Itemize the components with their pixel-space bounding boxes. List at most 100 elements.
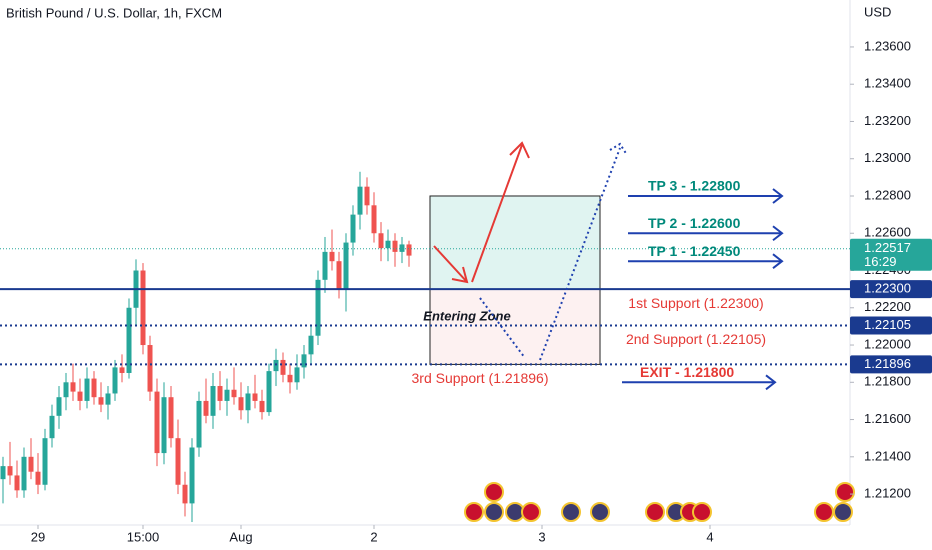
y-tick-label: 1.21600 bbox=[864, 411, 911, 426]
x-tick-label: 4 bbox=[706, 529, 713, 544]
candle-body bbox=[175, 438, 181, 485]
candle-body bbox=[140, 270, 146, 346]
y-tick-label: 1.22200 bbox=[864, 299, 911, 314]
candle-body bbox=[56, 397, 62, 416]
candle-body bbox=[385, 240, 391, 249]
candle-body bbox=[91, 378, 97, 398]
target-arrow-head bbox=[765, 374, 777, 391]
candle-body bbox=[392, 240, 398, 252]
y-tick-label: 1.23600 bbox=[864, 38, 911, 53]
y-tick-label: 1.22800 bbox=[864, 187, 911, 202]
candle-body bbox=[168, 397, 174, 439]
event-icon bbox=[692, 502, 712, 522]
candle-body bbox=[378, 233, 384, 249]
annotations: Entering Zone TP 3 - 1.22800 TP 2 - 1.2260… bbox=[412, 178, 784, 391]
candle-body bbox=[119, 367, 125, 373]
candle-body bbox=[35, 471, 41, 485]
target-arrow-head bbox=[772, 225, 784, 242]
candle-body bbox=[126, 307, 132, 373]
target-label: EXIT - 1.21800 bbox=[640, 364, 734, 380]
candle-body bbox=[238, 397, 244, 411]
candle-body bbox=[14, 475, 20, 491]
y-tick-label: 1.22000 bbox=[864, 336, 911, 351]
candle-body bbox=[245, 393, 251, 411]
candle-body bbox=[287, 374, 293, 383]
x-tick-label: 2 bbox=[370, 529, 377, 544]
price-badge bbox=[850, 316, 932, 335]
candle-body bbox=[224, 389, 230, 401]
red-arrow-head bbox=[509, 141, 530, 159]
red-arrow-down bbox=[433, 245, 468, 283]
zone bbox=[429, 288, 601, 365]
candle-body bbox=[315, 279, 321, 336]
candle-body bbox=[364, 186, 370, 206]
event-icons bbox=[464, 482, 855, 522]
y-tick-label: 1.23200 bbox=[864, 113, 911, 128]
zone bbox=[429, 195, 601, 290]
candle-body bbox=[49, 415, 55, 439]
event-icon bbox=[590, 502, 610, 522]
candle-body bbox=[196, 400, 202, 448]
event-icon bbox=[521, 502, 541, 522]
zones bbox=[429, 195, 601, 365]
x-tick-label: 29 bbox=[31, 529, 45, 544]
candle-body bbox=[42, 438, 48, 485]
target-arrow-head bbox=[772, 188, 784, 204]
event-icon bbox=[645, 502, 665, 522]
blue-dotted-head bbox=[609, 142, 628, 156]
candle-body bbox=[308, 335, 314, 355]
zone-label: Entering Zone bbox=[423, 309, 510, 324]
price-badge-label: 1.21896 bbox=[864, 356, 911, 371]
event-icon bbox=[833, 502, 853, 522]
candle-body bbox=[266, 371, 272, 413]
y-tick-label: 1.22600 bbox=[864, 225, 911, 240]
y-tick-label: 1.21200 bbox=[864, 486, 911, 501]
event-icon bbox=[464, 502, 484, 522]
candle-body bbox=[105, 393, 111, 405]
candle-body bbox=[301, 354, 307, 368]
chart-title: British Pound / U.S. Dollar, 1h, FXCM bbox=[6, 5, 222, 20]
target-label: TP 1 - 1.22450 bbox=[648, 243, 741, 259]
event-icon bbox=[484, 502, 504, 522]
target-label: TP 2 - 1.22600 bbox=[648, 215, 741, 231]
x-tick-label: 15:00 bbox=[127, 529, 160, 544]
y-axis-label: USD bbox=[864, 4, 891, 19]
target-label: TP 3 - 1.22800 bbox=[648, 178, 741, 194]
candles bbox=[0, 171, 412, 523]
candle-body bbox=[322, 251, 328, 280]
candle-body bbox=[273, 359, 279, 372]
candle-body bbox=[343, 242, 349, 290]
candle-body bbox=[217, 386, 223, 401]
y-tick-label: 1.21400 bbox=[864, 448, 911, 463]
price-badge-label: 1.22105 bbox=[864, 317, 911, 332]
candle-body bbox=[259, 400, 265, 413]
candle-body bbox=[357, 186, 363, 215]
candle-body bbox=[28, 456, 34, 472]
y-tick-label: 1.21800 bbox=[864, 374, 911, 389]
candle-body bbox=[161, 397, 167, 454]
candle-body bbox=[21, 456, 27, 491]
candle-body bbox=[329, 251, 335, 262]
candle-body bbox=[70, 382, 76, 392]
candle-body bbox=[350, 214, 356, 243]
countdown-label: 16:29 bbox=[864, 254, 897, 269]
candle-body bbox=[399, 244, 405, 252]
candle-body bbox=[371, 205, 377, 234]
y-tick-label: 1.23400 bbox=[864, 76, 911, 91]
x-tick-label: Aug bbox=[229, 529, 252, 544]
support-label: 1st Support (1.22300) bbox=[628, 295, 763, 311]
candle-body bbox=[210, 386, 216, 416]
red-arrow-up bbox=[471, 144, 523, 283]
candle-body bbox=[189, 447, 195, 504]
candle-body bbox=[0, 466, 6, 480]
event-icon bbox=[814, 502, 834, 522]
candle-body bbox=[406, 244, 412, 256]
event-icon bbox=[835, 482, 855, 502]
red-arrow-head bbox=[451, 266, 469, 284]
drawings bbox=[433, 141, 628, 361]
target-arrow-head bbox=[772, 253, 784, 269]
event-icon bbox=[484, 482, 504, 502]
price-badge bbox=[850, 355, 932, 374]
candle-body bbox=[63, 382, 69, 398]
